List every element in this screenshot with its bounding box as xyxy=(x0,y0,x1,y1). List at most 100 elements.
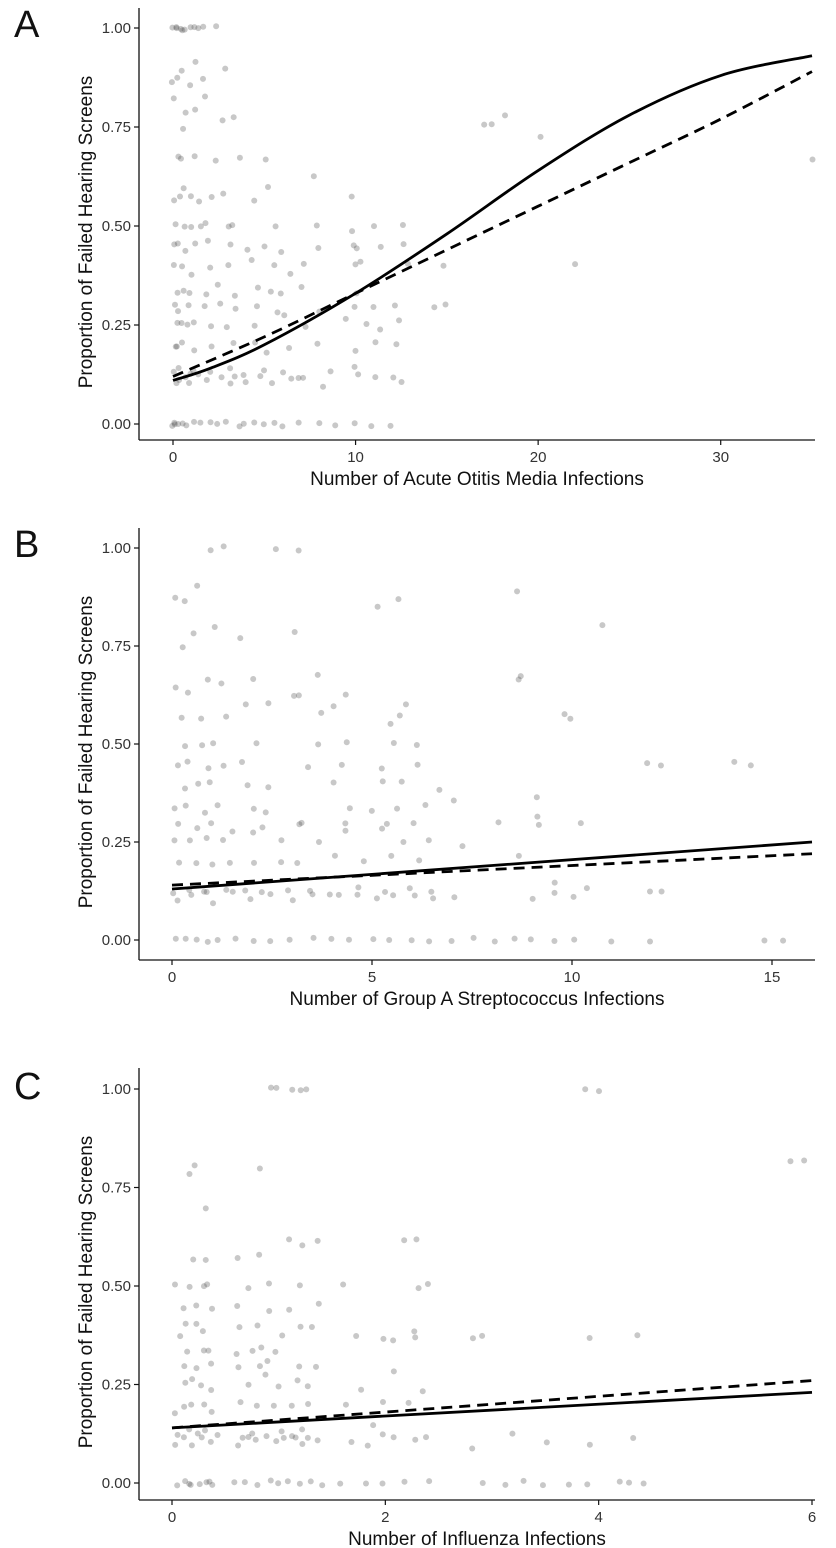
y-tick-label: 0.00 xyxy=(102,932,131,949)
scatter-point xyxy=(502,112,509,119)
scatter-point xyxy=(274,309,281,316)
fit-line-dashed xyxy=(171,1379,813,1430)
scatter-point xyxy=(178,320,185,327)
scatter-point xyxy=(189,1376,196,1383)
scatter-point xyxy=(248,257,255,264)
scatter-point xyxy=(286,1306,293,1313)
scatter-point xyxy=(390,1434,397,1441)
scatter-point xyxy=(193,1365,200,1372)
scatter-point xyxy=(202,1256,209,1263)
scatter-point xyxy=(208,1408,215,1415)
scatter-point xyxy=(202,93,209,100)
scatter-point xyxy=(180,287,187,294)
scatter-point xyxy=(275,1383,282,1390)
scatter-point xyxy=(413,1236,420,1243)
scatter-point xyxy=(181,598,188,605)
panel-c: C 0.00 0.25 0.50 0.75 1.00 0 2 4 6 Number of Infl… xyxy=(0,1060,836,1548)
scatter-point xyxy=(431,304,438,311)
scatter-point xyxy=(390,1368,397,1375)
scatter-point xyxy=(173,380,180,387)
scatter-point xyxy=(326,891,333,898)
scatter-point xyxy=(214,1432,221,1439)
scatter-point xyxy=(351,420,358,427)
scatter-point xyxy=(303,1086,310,1093)
scatter-point xyxy=(227,365,234,372)
scatter-point xyxy=(299,1426,306,1433)
scatter-point xyxy=(502,1481,509,1488)
scatter-point xyxy=(209,1481,216,1488)
scatter-point xyxy=(171,837,178,844)
scatter-point xyxy=(230,114,237,121)
scatter-point xyxy=(470,934,477,941)
scatter-point xyxy=(424,1281,431,1288)
scatter-point xyxy=(277,290,284,297)
scatter-point xyxy=(300,374,307,381)
scatter-point xyxy=(414,761,421,768)
scatter-point xyxy=(220,543,227,550)
scatter-point xyxy=(379,1431,386,1438)
scatter-point xyxy=(577,820,584,827)
scatter-point xyxy=(640,1480,647,1487)
scatter-point xyxy=(299,1440,306,1447)
scatter-point xyxy=(236,1324,243,1331)
scatter-point xyxy=(198,1434,205,1441)
scatter-point xyxy=(318,709,325,716)
scatter-point xyxy=(379,1399,386,1406)
scatter-point xyxy=(586,1441,593,1448)
scatter-point xyxy=(387,720,394,727)
scatter-point xyxy=(175,820,182,827)
scatter-point xyxy=(349,228,356,235)
scatter-point xyxy=(190,319,197,326)
scatter-point xyxy=(180,1434,187,1441)
scatter-point xyxy=(191,1162,198,1169)
x-tick-label: 30 xyxy=(712,449,729,466)
scatter-point xyxy=(205,1347,212,1354)
scatter-point xyxy=(370,223,377,230)
scatter-point xyxy=(240,371,247,378)
scatter-point xyxy=(172,594,179,601)
scatter-point xyxy=(515,676,522,683)
scatter-point xyxy=(387,422,394,429)
scatter-point xyxy=(310,934,317,941)
scatter-point xyxy=(222,65,229,72)
scatter-point xyxy=(173,24,180,31)
scatter-point xyxy=(190,1256,197,1263)
scatter-point xyxy=(273,1438,280,1445)
scatter-point xyxy=(479,1332,486,1339)
scatter-point xyxy=(253,740,260,747)
scatter-point xyxy=(370,1422,377,1429)
scatter-point xyxy=(231,292,238,299)
scatter-point xyxy=(289,1433,296,1440)
scatter-point xyxy=(335,891,342,898)
scatter-point xyxy=(314,1237,321,1244)
scatter-point xyxy=(206,1478,213,1485)
scatter-point xyxy=(203,291,210,298)
scatter-point xyxy=(170,890,177,897)
scatter-point xyxy=(644,760,651,767)
scatter-point xyxy=(298,819,305,826)
scatter-point xyxy=(330,779,337,786)
scatter-point xyxy=(173,25,180,32)
scatter-point xyxy=(647,938,654,945)
scatter-point xyxy=(368,423,375,430)
scatter-point xyxy=(214,802,221,809)
scatter-point xyxy=(288,375,295,382)
scatter-point xyxy=(251,419,258,426)
chart-a-svg: 0.00 0.25 0.50 0.75 1.00 0 10 20 30 Number of Acu… xyxy=(76,8,816,490)
scatter-point xyxy=(191,347,198,354)
scatter-point xyxy=(657,762,664,769)
scatter-point xyxy=(267,891,274,898)
scatter-point xyxy=(426,1478,433,1485)
scatter-point xyxy=(187,82,194,89)
scatter-point xyxy=(273,1084,280,1091)
scatter-point xyxy=(402,701,409,708)
scatter-point xyxy=(210,900,217,907)
scatter-point xyxy=(382,888,389,895)
scatter-point xyxy=(430,895,437,902)
scatter-point xyxy=(286,1236,293,1243)
scatter-point xyxy=(379,778,386,785)
scatter-point xyxy=(201,888,208,895)
scatter-point xyxy=(426,938,433,945)
scatter-point xyxy=(219,117,226,124)
scatter-point xyxy=(186,1171,193,1178)
